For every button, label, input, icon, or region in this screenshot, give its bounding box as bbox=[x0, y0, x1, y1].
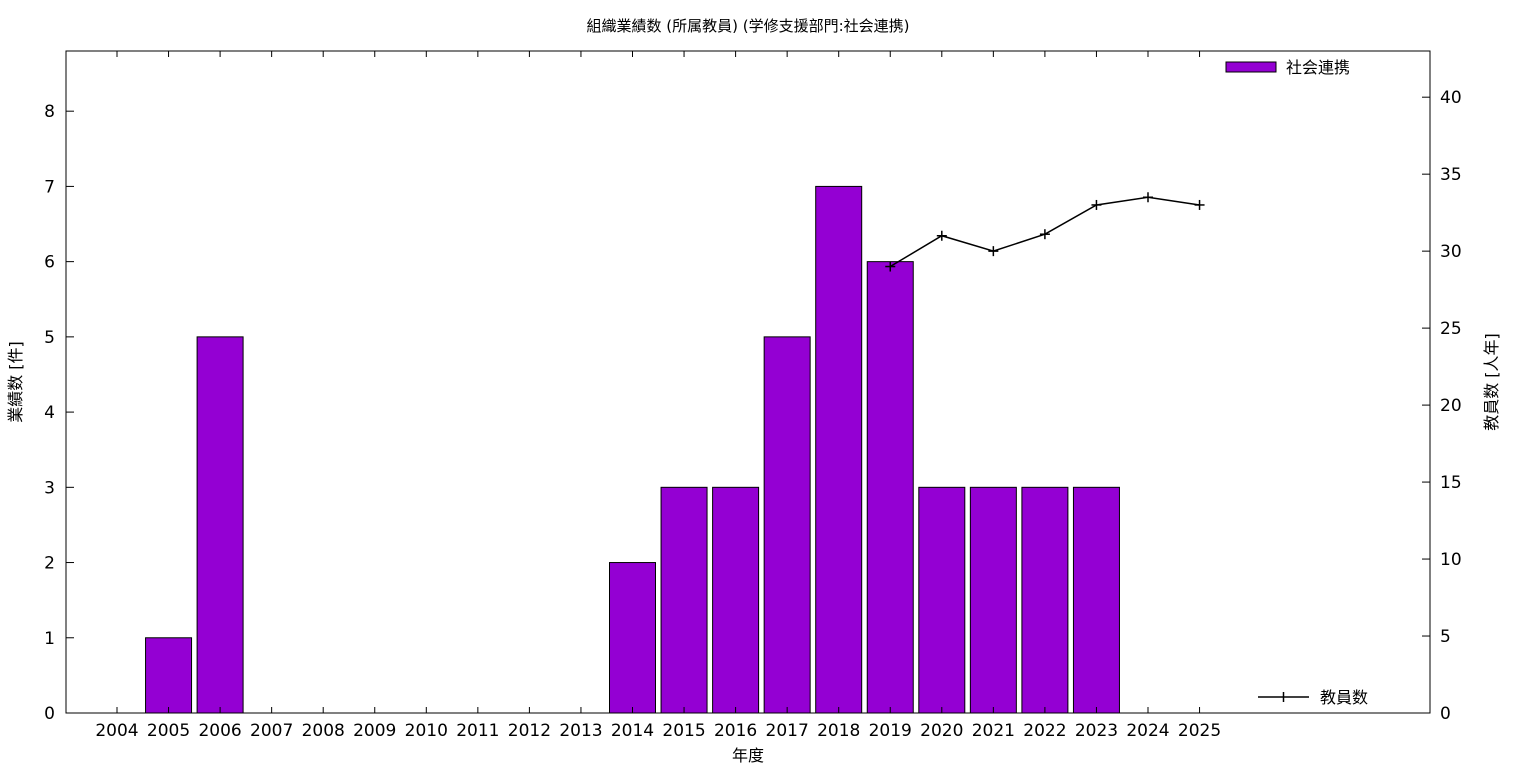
line-series bbox=[885, 192, 1205, 272]
line-point-2022 bbox=[1039, 229, 1050, 240]
legend-bar: 社会連携 bbox=[1225, 58, 1350, 77]
x-tick-label-2024: 2024 bbox=[1126, 721, 1169, 741]
chart-title: 組織業績数 (所属教員) (学修支援部門:社会連携) bbox=[586, 17, 909, 35]
line-point-2025 bbox=[1194, 199, 1205, 210]
legend-bar-swatch bbox=[1225, 61, 1277, 73]
x-tick-label-2017: 2017 bbox=[766, 721, 809, 741]
x-tick-label-2009: 2009 bbox=[353, 721, 396, 741]
y2-tick-label-30: 30 bbox=[1440, 242, 1462, 262]
plot-frame bbox=[65, 50, 1431, 714]
bar-2014 bbox=[609, 562, 656, 714]
y-tick-label-5: 5 bbox=[44, 328, 55, 348]
y2-tick-label-5: 5 bbox=[1440, 627, 1451, 647]
legend-line: 教員数 bbox=[1258, 688, 1368, 707]
bar-2021 bbox=[969, 486, 1017, 714]
x-tick-label-2008: 2008 bbox=[302, 721, 345, 741]
x-tick-label-2023: 2023 bbox=[1075, 721, 1118, 741]
y2-tick-label-35: 35 bbox=[1440, 165, 1462, 185]
line-point-2023 bbox=[1091, 199, 1102, 210]
bar-2020 bbox=[918, 486, 966, 714]
x-tick-label-2021: 2021 bbox=[972, 721, 1015, 741]
line-point-2024 bbox=[1143, 192, 1153, 203]
bar-2023 bbox=[1072, 486, 1120, 714]
bar-2006 bbox=[196, 336, 244, 714]
y-tick-label-6: 6 bbox=[44, 253, 55, 273]
x-tick-label-2004: 2004 bbox=[95, 721, 138, 741]
y-tick-label-3: 3 bbox=[44, 478, 55, 498]
y-axis-title: 業績数 [件] bbox=[6, 341, 25, 423]
y-tick-label-7: 7 bbox=[44, 177, 55, 197]
bar-series bbox=[145, 185, 1120, 714]
y2-tick-label-10: 10 bbox=[1440, 550, 1462, 570]
x-tick-label-2007: 2007 bbox=[250, 721, 293, 741]
y2-tick-label-25: 25 bbox=[1440, 319, 1462, 339]
x-tick-label-2014: 2014 bbox=[611, 721, 654, 741]
bar-2005 bbox=[145, 637, 193, 714]
y2-axis-title: 教員数 [人年] bbox=[1482, 333, 1501, 431]
line-point-2020 bbox=[936, 230, 947, 241]
y2-tick-label-0: 0 bbox=[1440, 704, 1451, 724]
x-axis-title: 年度 bbox=[732, 746, 764, 765]
x-tick-label-2016: 2016 bbox=[714, 721, 757, 741]
y-tick-label-2: 2 bbox=[44, 554, 55, 574]
bar-2019 bbox=[866, 261, 914, 714]
y2-tick-label-20: 20 bbox=[1440, 396, 1462, 416]
line-point-2021 bbox=[988, 246, 999, 257]
x-tick-label-2020: 2020 bbox=[920, 721, 963, 741]
x-tick-label-2018: 2018 bbox=[817, 721, 860, 741]
x-axis: 2004 2005 2006 2007 2008 2009 2010 2011 2012 2013… bbox=[95, 51, 1221, 741]
y-tick-label-1: 1 bbox=[44, 629, 55, 649]
x-tick-label-2012: 2012 bbox=[508, 721, 551, 741]
legend-bar-label: 社会連携 bbox=[1286, 58, 1350, 77]
y2-axis: 0 5 10 15 20 25 30 35 40 bbox=[1422, 88, 1462, 724]
x-tick-label-2015: 2015 bbox=[662, 721, 705, 741]
x-tick-label-2005: 2005 bbox=[147, 721, 190, 741]
x-tick-label-2019: 2019 bbox=[869, 721, 912, 741]
bar-2016 bbox=[712, 486, 760, 714]
bar-2017 bbox=[763, 336, 811, 714]
y-tick-label-4: 4 bbox=[44, 403, 55, 423]
y2-tick-label-40: 40 bbox=[1440, 88, 1462, 108]
bar-2015 bbox=[660, 486, 708, 714]
x-tick-label-2022: 2022 bbox=[1023, 721, 1066, 741]
y-axis: 0 1 2 3 4 5 6 7 8 bbox=[44, 102, 74, 724]
legend-line-label: 教員数 bbox=[1320, 688, 1368, 707]
x-tick-label-2013: 2013 bbox=[559, 721, 602, 741]
y2-tick-label-15: 15 bbox=[1440, 473, 1462, 493]
x-tick-label-2011: 2011 bbox=[456, 721, 499, 741]
bar-2022 bbox=[1021, 486, 1069, 714]
y-tick-label-8: 8 bbox=[44, 102, 55, 122]
line-point-2019 bbox=[885, 261, 896, 272]
y-tick-label-0: 0 bbox=[44, 704, 55, 724]
x-tick-label-2010: 2010 bbox=[405, 721, 448, 741]
bar-2018 bbox=[815, 185, 863, 714]
x-tick-label-2006: 2006 bbox=[198, 721, 241, 741]
x-tick-label-2025: 2025 bbox=[1178, 721, 1221, 741]
